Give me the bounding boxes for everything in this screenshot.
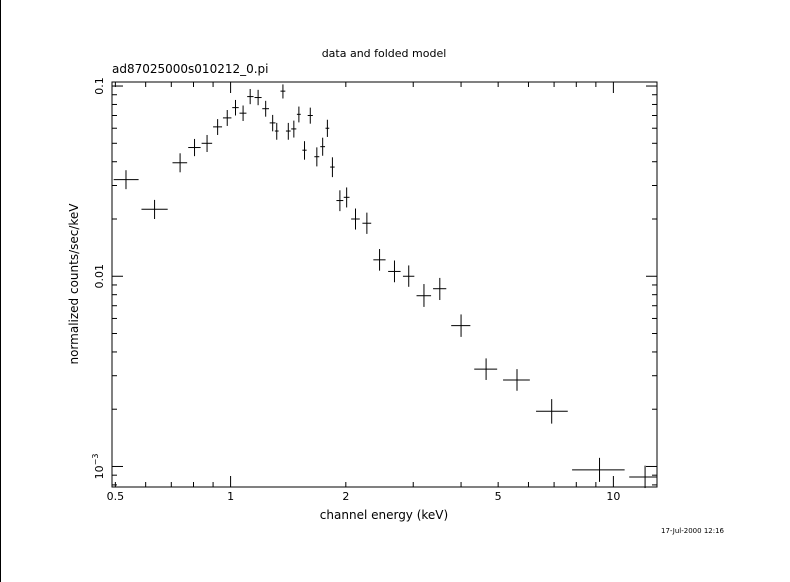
data-point: [232, 99, 239, 116]
data-point: [201, 134, 213, 152]
data-point: [269, 114, 276, 132]
data-point: [247, 88, 254, 105]
data-point: [274, 122, 279, 140]
data-point: [113, 170, 139, 190]
data-point: [254, 89, 262, 106]
x-tick-label: 5: [495, 490, 502, 503]
data-point: [188, 138, 201, 157]
data-point: [141, 199, 168, 219]
data-point: [280, 84, 286, 99]
axis-ticks: [112, 82, 657, 487]
window-left-edge: [0, 0, 1, 582]
data-point: [330, 157, 335, 178]
data-point: [285, 122, 291, 140]
data-point: [388, 260, 401, 283]
x-tick-label: 0.5: [107, 490, 125, 503]
data-point: [373, 249, 386, 271]
plot-frame: [111, 81, 658, 488]
x-tick-label: 10: [606, 490, 620, 503]
x-axis-label: channel energy (keV): [320, 508, 448, 522]
axis-tick-labels: 0.5 1 2 5 10 0.1 0.01 10−3: [91, 77, 620, 503]
data-point: [336, 190, 344, 212]
x-tick-label: 1: [227, 490, 234, 503]
x-tick-label: 2: [342, 490, 349, 503]
data-point: [213, 119, 223, 135]
data-point: [314, 147, 320, 167]
data-point: [302, 141, 307, 160]
chart-subtitle: ad87025000s010212_0.pi: [112, 62, 269, 76]
data-point: [172, 153, 188, 173]
chart-title: data and folded model: [322, 47, 447, 60]
data-point: [402, 265, 415, 287]
data-point: [262, 100, 270, 117]
y-tick-label: 10−3: [91, 454, 106, 480]
data-point: [296, 106, 301, 123]
data-point: [351, 208, 360, 230]
data-point: [307, 107, 313, 124]
data-point: [291, 120, 297, 138]
data-point: [451, 314, 471, 337]
data-point: [572, 457, 625, 482]
y-tick-label: 0.1: [93, 77, 106, 95]
data-point: [325, 119, 330, 137]
data-point: [503, 369, 530, 391]
data-point: [629, 465, 657, 489]
data-point: [474, 358, 498, 380]
data-point: [416, 284, 432, 307]
data-point: [362, 212, 372, 234]
data-point: [536, 399, 568, 424]
data-point: [433, 277, 447, 301]
data-point: [222, 110, 232, 126]
data-point: [343, 187, 350, 208]
data-point: [239, 105, 247, 121]
data-points: [113, 84, 657, 489]
data-point: [320, 137, 326, 156]
y-tick-label: 0.01: [93, 264, 106, 289]
timestamp: 17-Jul-2000 12:16: [661, 527, 725, 535]
y-axis-label: normalized counts/sec/keV: [67, 203, 81, 365]
